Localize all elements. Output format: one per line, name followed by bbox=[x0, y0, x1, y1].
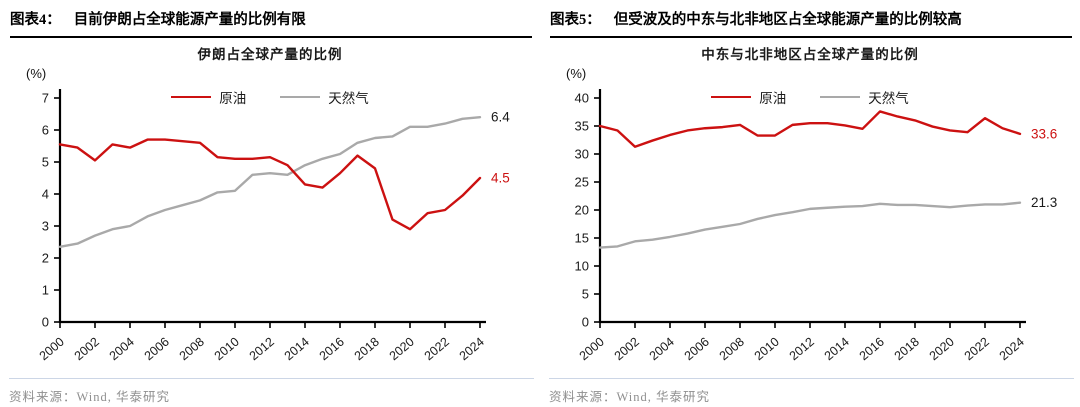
y-tick-label: 7 bbox=[42, 91, 49, 106]
x-tick-label: 2000 bbox=[37, 335, 67, 364]
y-tick-label: 10 bbox=[575, 259, 589, 274]
series-lines bbox=[598, 110, 1022, 249]
series-end-label: 21.3 bbox=[1031, 195, 1057, 210]
figure-panel-4: 图表4： 目前伊朗占全球能源产量的比例有限 伊朗占全球产量的比例 (%) 原油 天… bbox=[0, 8, 540, 405]
x-tick-label: 2004 bbox=[107, 335, 137, 364]
y-tick-label: 40 bbox=[575, 91, 589, 106]
legend-line-swatch bbox=[820, 96, 861, 98]
chart-legend: 原油 天然气 bbox=[0, 87, 540, 107]
y-axis: 0 5 10 15 20 25 30 35 40 bbox=[575, 89, 602, 330]
x-tick-label: 2000 bbox=[577, 335, 607, 364]
figure-label: 图表4： bbox=[10, 12, 61, 28]
y-axis-unit-label: (%) bbox=[26, 66, 47, 81]
y-tick-label: 5 bbox=[582, 287, 589, 302]
series-line bbox=[598, 201, 1022, 249]
y-tick-label: 5 bbox=[42, 155, 49, 170]
y-tick-label: 6 bbox=[42, 123, 49, 138]
x-tick-label: 2002 bbox=[72, 335, 102, 364]
legend-line-swatch bbox=[711, 96, 752, 98]
series-end-label: 4.5 bbox=[491, 171, 510, 186]
x-tick-label: 2022 bbox=[422, 335, 452, 364]
x-tick-label: 2012 bbox=[787, 335, 817, 364]
y-axis: 0 1 2 3 4 5 6 7 bbox=[42, 89, 62, 330]
y-tick-label: 15 bbox=[575, 231, 589, 246]
x-tick-label: 2018 bbox=[892, 335, 922, 364]
series-line bbox=[58, 138, 482, 231]
series-line bbox=[58, 115, 482, 249]
series-lines bbox=[58, 115, 482, 249]
legend-line-swatch bbox=[280, 96, 321, 98]
figure-panel-5: 图表5： 但受波及的中东与北非地区占全球能源产量的比例较高 中东与北非地区占全球… bbox=[540, 0, 1080, 407]
x-tick-label: 2008 bbox=[717, 335, 747, 364]
legend-label: 天然气 bbox=[868, 91, 909, 106]
figure-title: 目前伊朗占全球能源产量的比例有限 bbox=[73, 12, 306, 28]
chart-legend: 原油 天然气 bbox=[540, 87, 1080, 107]
legend-label: 天然气 bbox=[328, 91, 369, 106]
figure-header: 图表5： 但受波及的中东与北非地区占全球能源产量的比例较高 bbox=[550, 8, 1072, 38]
chart-area: 伊朗占全球产量的比例 (%) 原油 天然气 0 1 2 3 4 5 6 7 2000 2002 200… bbox=[0, 30, 540, 376]
x-tick-label: 2020 bbox=[387, 335, 417, 364]
series-end-label: 6.4 bbox=[491, 110, 510, 125]
y-tick-label: 2 bbox=[42, 251, 49, 266]
x-tick-label: 2016 bbox=[857, 335, 887, 364]
legend-line-swatch bbox=[171, 96, 212, 98]
figure-title: 但受波及的中东与北非地区占全球能源产量的比例较高 bbox=[613, 12, 962, 28]
x-tick-label: 2018 bbox=[352, 335, 382, 364]
y-tick-label: 1 bbox=[42, 283, 49, 298]
series-end-label: 33.6 bbox=[1031, 126, 1057, 141]
legend-item: 原油 bbox=[711, 87, 786, 107]
x-tick-label: 2022 bbox=[962, 335, 992, 364]
y-tick-label: 30 bbox=[575, 147, 589, 162]
series-line bbox=[598, 110, 1022, 148]
x-tick-label: 2012 bbox=[247, 335, 277, 364]
source-note: 资料来源：Wind, 华泰研究 bbox=[9, 378, 534, 405]
y-tick-label: 0 bbox=[582, 315, 589, 330]
y-tick-label: 4 bbox=[42, 187, 49, 202]
x-tick-label: 2020 bbox=[927, 335, 957, 364]
x-tick-label: 2016 bbox=[317, 335, 347, 364]
y-tick-label: 0 bbox=[42, 315, 49, 330]
x-tick-label: 2014 bbox=[282, 335, 312, 364]
end-labels: 33.6 21.3 bbox=[1031, 126, 1057, 210]
x-tick-label: 2010 bbox=[212, 335, 242, 364]
y-tick-label: 35 bbox=[575, 119, 589, 134]
y-tick-label: 25 bbox=[575, 175, 589, 190]
x-axis: 2000 2002 2004 2006 2008 2010 2012 2014 2016 2018… bbox=[577, 320, 1027, 364]
x-tick-label: 2014 bbox=[822, 335, 852, 364]
y-axis-unit-label: (%) bbox=[566, 66, 587, 81]
y-tick-label: 3 bbox=[42, 219, 49, 234]
legend-item: 天然气 bbox=[280, 87, 369, 107]
line-chart: 0 1 2 3 4 5 6 7 2000 2002 2004 2006 2008 2010 2012 2014… bbox=[37, 89, 510, 364]
x-tick-label: 2024 bbox=[997, 335, 1027, 364]
chart-title: 中东与北非地区占全球产量的比例 bbox=[701, 47, 919, 62]
x-tick-label: 2004 bbox=[647, 335, 677, 364]
line-chart: 0 5 10 15 20 25 30 35 40 2000 2002 2004 2006 2008 2010… bbox=[575, 89, 1057, 364]
x-tick-label: 2010 bbox=[752, 335, 782, 364]
chart-area: 中东与北非地区占全球产量的比例 (%) 原油 天然气 0 5 10 15 20 25 30 35… bbox=[540, 30, 1080, 376]
x-tick-label: 2006 bbox=[682, 335, 712, 364]
figure-label: 图表5： bbox=[550, 12, 601, 28]
legend-item: 原油 bbox=[171, 87, 246, 107]
y-tick-label: 20 bbox=[575, 203, 589, 218]
x-tick-label: 2002 bbox=[612, 335, 642, 364]
source-note: 资料来源：Wind, 华泰研究 bbox=[549, 378, 1074, 405]
x-tick-label: 2008 bbox=[177, 335, 207, 364]
x-tick-label: 2006 bbox=[142, 335, 172, 364]
x-axis: 2000 2002 2004 2006 2008 2010 2012 2014 2016 2018… bbox=[37, 320, 487, 364]
end-labels: 4.5 6.4 bbox=[491, 110, 510, 186]
chart-title: 伊朗占全球产量的比例 bbox=[197, 47, 343, 62]
legend-label: 原油 bbox=[759, 91, 787, 106]
legend-item: 天然气 bbox=[820, 87, 909, 107]
figure-header: 图表4： 目前伊朗占全球能源产量的比例有限 bbox=[10, 8, 532, 38]
x-tick-label: 2024 bbox=[457, 335, 487, 364]
legend-label: 原油 bbox=[219, 91, 247, 106]
